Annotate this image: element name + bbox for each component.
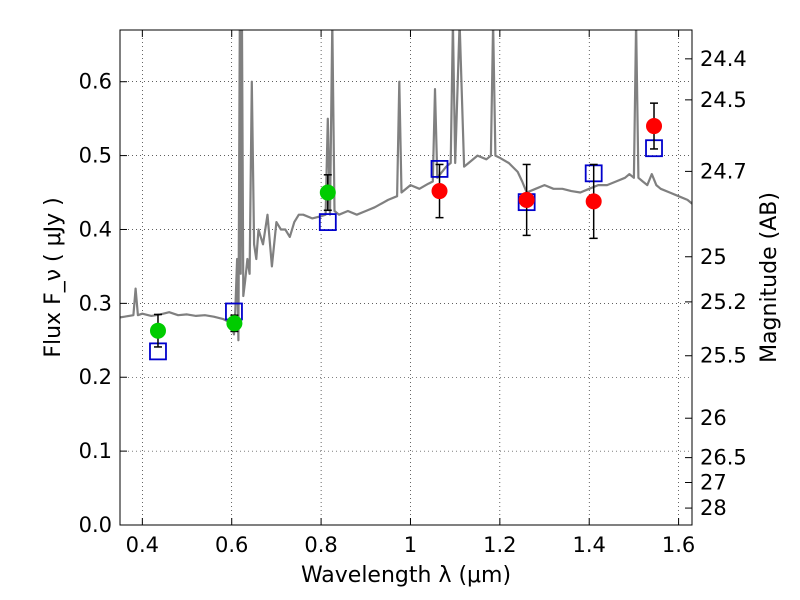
x-tick-label: 1.2 [483, 533, 516, 557]
x-tick-label: 1.6 [662, 533, 695, 557]
y-tick-label: 0.5 [79, 144, 112, 168]
y-tick-label: 0.2 [79, 365, 112, 389]
right-axis-label: Magnitude (AB) [757, 192, 782, 363]
x-tick-label: 1.4 [573, 533, 606, 557]
x-tick-label: 0.8 [304, 533, 337, 557]
right-tick-label: 24.5 [700, 88, 747, 112]
x-tick-label: 0.4 [126, 533, 159, 557]
y-tick-label: 0.6 [79, 70, 112, 94]
right-tick-label: 26.5 [700, 446, 747, 470]
plot-frame [119, 29, 693, 526]
right-tick-label: 25.2 [700, 290, 747, 314]
model-photometry-square [318, 213, 337, 231]
axes: 0.4 0.6 0.8 1 1.2 1.4 1.6 0.0 0.1 0.2 0.3 0.4 0.5 0.6… [79, 30, 747, 557]
observed-optical-point [149, 322, 166, 339]
observed-nir-point [646, 118, 663, 135]
right-tick-label: 26 [700, 406, 727, 430]
x-tick-label: 1 [404, 533, 417, 557]
observed-nir-point [585, 193, 602, 210]
right-tick-label: 25.5 [700, 344, 747, 368]
series-layer [120, 30, 692, 361]
y-tick-label: 0.3 [79, 291, 112, 315]
right-tick-label: 24.7 [700, 159, 747, 183]
y-tick-label: 0.1 [79, 439, 112, 463]
observed-nir-point [431, 183, 448, 200]
plot-area [120, 30, 692, 525]
y-tick-label: 0.0 [79, 513, 112, 537]
y-tick-label: 0.4 [79, 217, 112, 241]
right-tick-label: 25 [700, 245, 727, 269]
right-tick-label: 24.4 [700, 47, 747, 71]
x-axis-label: Wavelength λ (μm) [301, 563, 511, 588]
right-tick-label: 28 [700, 496, 727, 520]
observed-nir-point [518, 191, 535, 208]
x-tick-label: 0.6 [215, 533, 248, 557]
y-axis-label: Flux F_ν ( μJy ) [41, 197, 66, 357]
right-tick-label: 27 [700, 470, 727, 494]
observed-optical-point [319, 184, 336, 201]
observed-optical-point [226, 315, 243, 332]
